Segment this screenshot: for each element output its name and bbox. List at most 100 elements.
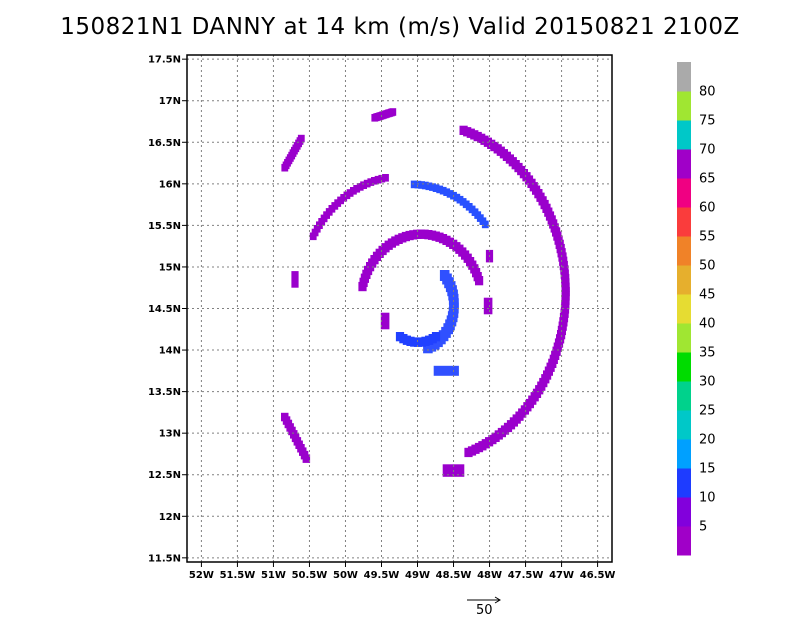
colorbar-label: 80 <box>699 85 716 100</box>
x-axis-ticks: 52W 51.5W 51W 50.5W 50W 49.5W 49W 48.5W 48W 47.5W… <box>189 562 616 581</box>
colorbar-segment <box>677 497 691 527</box>
y-tick-label: 11.5N <box>148 553 181 564</box>
feature-cell <box>414 180 422 189</box>
y-tick-label: 15.5N <box>148 221 181 232</box>
feature-cell <box>459 125 468 135</box>
feature-cell <box>433 365 459 376</box>
vector-scale: 50 <box>467 596 501 618</box>
colorbar-label: 20 <box>699 433 716 448</box>
feature-cell <box>302 454 311 463</box>
feature-cell <box>309 232 317 241</box>
x-tick-label: 47W <box>549 570 574 581</box>
colorbar-label: 30 <box>699 375 716 390</box>
feature-cell <box>297 134 305 143</box>
feature-cell <box>429 183 436 191</box>
x-tick-label: 49W <box>405 570 430 581</box>
x-tick-label: 46.5W <box>580 570 616 581</box>
vector-scale-label: 50 <box>476 603 493 618</box>
feature-outer-east-arc <box>459 125 570 458</box>
x-tick-label: 51W <box>261 570 286 581</box>
feature-cell <box>380 312 390 330</box>
feature-north-blob <box>371 108 397 122</box>
feature-cell <box>421 181 429 190</box>
colorbar-segment <box>677 207 691 237</box>
colorbar-label: 45 <box>699 288 716 303</box>
colorbar-segment <box>677 149 691 179</box>
colorbar-label: 50 <box>699 259 716 274</box>
colorbar-label: 5 <box>699 520 707 535</box>
feature-inner-arc <box>358 229 484 292</box>
feature-cell <box>382 174 389 182</box>
feature-cell <box>425 182 433 191</box>
x-tick-label: 51.5W <box>220 570 256 581</box>
feature-cell <box>358 281 367 292</box>
feature-cell <box>360 181 367 189</box>
feature-east-blob-2 <box>483 297 493 315</box>
colorbar-segment <box>677 410 691 440</box>
colorbar-label: 25 <box>699 404 716 419</box>
feature-cell <box>439 270 450 281</box>
feature-cell <box>356 183 364 191</box>
colorbar-labels: 5 10 15 20 25 30 35 40 45 50 55 60 65 70 75 80 <box>699 85 716 535</box>
x-tick-label: 48.5W <box>436 570 472 581</box>
colorbar-segment <box>677 178 691 208</box>
chart-title: 150821N1 DANNY at 14 km (m/s) Valid 2015… <box>60 14 740 40</box>
feature-cell <box>431 332 441 342</box>
colorbar-label: 15 <box>699 462 716 477</box>
feature-cell <box>418 181 425 189</box>
colorbar-segment <box>677 120 691 150</box>
feature-cell <box>436 185 444 194</box>
y-tick-label: 14N <box>159 346 181 357</box>
feature-cell <box>374 175 382 184</box>
y-tick-label: 13.5N <box>148 387 181 398</box>
feature-nw-band <box>281 134 305 172</box>
colorbar-segment <box>677 381 691 411</box>
y-tick-label: 16N <box>159 179 181 190</box>
colorbar-segment <box>677 323 691 353</box>
vector-scale-arrowhead <box>494 596 501 604</box>
feature-cell <box>446 190 454 198</box>
feature-cell <box>432 184 440 192</box>
y-tick-label: 16.5N <box>148 138 181 149</box>
x-tick-label: 49.5W <box>364 570 400 581</box>
colorbar-segment <box>677 265 691 295</box>
y-tick-label: 14.5N <box>148 304 181 315</box>
colorbar-label: 70 <box>699 143 716 158</box>
y-tick-label: 12N <box>159 512 181 523</box>
y-tick-label: 17N <box>159 96 181 107</box>
colorbar-label: 75 <box>699 114 716 129</box>
colorbar-segment <box>677 294 691 324</box>
feature-south-blob-1 <box>433 365 459 376</box>
colorbar-label: 10 <box>699 491 716 506</box>
feature-west-blob <box>291 271 299 288</box>
y-axis-ticks: 11.5N 12N 12.5N 13N 13.5N 14N 14.5N 15N 15.5N 16N… <box>148 55 187 564</box>
x-tick-label: 50.5W <box>292 570 328 581</box>
x-tick-label: 48W <box>477 570 502 581</box>
colorbar-label: 55 <box>699 230 716 245</box>
colorbar-segment <box>677 468 691 498</box>
colorbar-label: 60 <box>699 201 716 216</box>
x-tick-label: 47.5W <box>508 570 544 581</box>
feature-cell <box>443 188 451 196</box>
colorbar-segment <box>677 236 691 266</box>
feature-cell <box>389 108 397 116</box>
colorbar-label: 40 <box>699 317 716 332</box>
colorbar <box>677 62 691 556</box>
feature-cell <box>367 178 375 186</box>
feature-cell <box>371 177 378 185</box>
feature-cell <box>483 297 493 315</box>
colorbar-segment <box>677 62 691 92</box>
colorbar-segment <box>677 91 691 121</box>
y-tick-label: 12.5N <box>148 470 181 481</box>
colorbar-segment <box>677 352 691 382</box>
feature-cell <box>439 186 447 195</box>
feature-sw-inner-blob <box>380 312 390 330</box>
x-tick-label: 52W <box>189 570 214 581</box>
feature-cell <box>378 174 386 183</box>
feature-eyewall-south <box>395 332 441 347</box>
feature-cell <box>291 271 299 288</box>
x-tick-label: 50W <box>333 570 358 581</box>
feature-southwest-band <box>281 412 311 463</box>
colorbar-segment <box>677 526 691 556</box>
